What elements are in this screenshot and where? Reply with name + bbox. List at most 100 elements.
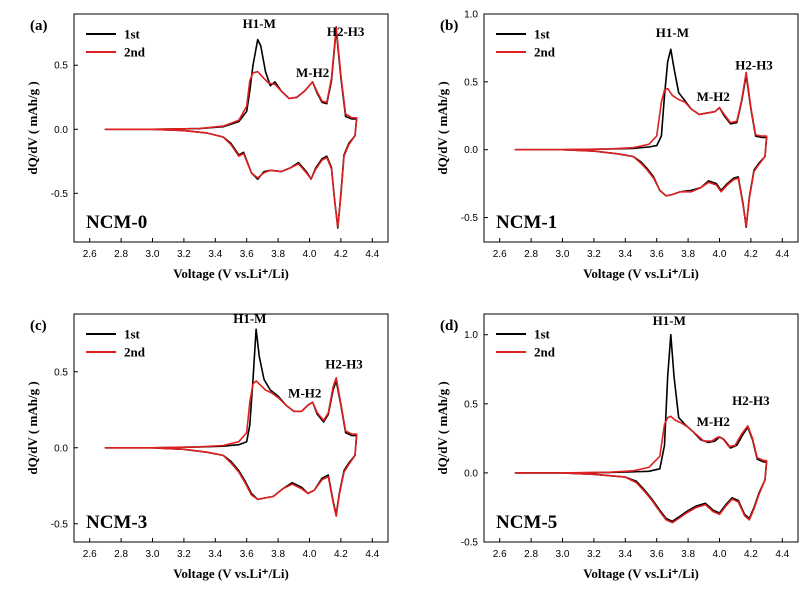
peak-annotation: M-H2 [697, 414, 730, 429]
x-tick-label: 4.2 [744, 549, 758, 560]
series-line-2nd [104, 26, 358, 228]
x-tick-label: 4.4 [365, 249, 379, 260]
x-tick-label: 4.0 [713, 249, 727, 260]
series-line-2nd [104, 377, 358, 517]
y-tick-label: -0.5 [51, 519, 69, 530]
legend-label: 1st [534, 27, 551, 42]
sample-label: NCM-1 [496, 212, 557, 233]
panel-label: (a) [30, 18, 48, 34]
x-tick-label: 3.8 [271, 249, 285, 260]
y-axis-title: dQ/dV ( mAh/g ) [25, 81, 40, 174]
x-tick-label: 4.4 [775, 549, 789, 560]
peak-annotation: H2-H3 [732, 393, 770, 408]
peak-annotation: H1-M [233, 311, 266, 326]
x-tick-label: 3.4 [208, 549, 222, 560]
y-axis-title: dQ/dV ( mAh/g ) [435, 81, 450, 174]
x-tick-label: 3.4 [208, 249, 222, 260]
peak-annotation: M-H2 [296, 65, 329, 80]
y-tick-label: 0.0 [464, 468, 478, 479]
y-tick-label: 0.0 [54, 443, 68, 454]
y-tick-label: 0.0 [464, 145, 478, 156]
x-tick-label: 3.6 [650, 549, 664, 560]
x-tick-label: 4.0 [303, 549, 317, 560]
legend-label: 2nd [534, 345, 556, 360]
y-tick-label: 1.0 [464, 10, 478, 21]
y-axis-title: dQ/dV ( mAh/g ) [25, 381, 40, 474]
legend-label: 1st [124, 27, 141, 42]
x-tick-label: 2.8 [524, 549, 538, 560]
x-tick-label: 2.6 [493, 549, 507, 560]
legend-label: 1st [124, 327, 141, 342]
sample-label: NCM-0 [86, 212, 147, 233]
x-tick-label: 2.6 [493, 249, 507, 260]
x-tick-label: 4.0 [713, 549, 727, 560]
legend-label: 2nd [124, 345, 146, 360]
x-tick-label: 3.6 [650, 249, 664, 260]
y-tick-label: -0.5 [461, 213, 479, 224]
peak-annotation: H2-H3 [735, 58, 773, 73]
peak-annotation: H1-M [656, 25, 689, 40]
peak-annotation: M-H2 [288, 386, 321, 401]
x-tick-label: 4.4 [365, 549, 379, 560]
x-tick-label: 4.0 [303, 249, 317, 260]
x-tick-label: 2.8 [114, 249, 128, 260]
y-axis-title: dQ/dV ( mAh/g ) [435, 381, 450, 474]
x-tick-label: 2.6 [83, 549, 97, 560]
chart-panel-4: 2.6 2.8 3.0 3.2 3.4 3.6 3.8 4.0 4.2 4.4 -0.5 0.0 0.5… [435, 313, 799, 581]
peak-annotation: M-H2 [697, 89, 730, 104]
series-line-1st [514, 48, 768, 228]
x-tick-label: 4.2 [334, 249, 348, 260]
x-tick-label: 4.2 [744, 249, 758, 260]
chart-panel-3: 2.6 2.8 3.0 3.2 3.4 3.6 3.8 4.0 4.2 4.4 -0.5 0.0 0.5… [25, 311, 389, 581]
y-tick-label: 0.5 [464, 399, 478, 410]
x-tick-label: 3.4 [618, 549, 632, 560]
x-tick-label: 3.2 [177, 549, 191, 560]
series-line-2nd [514, 71, 768, 227]
chart-panel-2: 2.6 2.8 3.0 3.2 3.4 3.6 3.8 4.0 4.2 4.4 -0.5 0.0 0.5… [435, 10, 799, 281]
legend-label: 2nd [124, 45, 146, 60]
y-tick-label: 0.0 [54, 125, 68, 136]
x-axis-title: Voltage (V vs.Li⁺/Li) [173, 566, 289, 581]
legend-label: 2nd [534, 45, 556, 60]
peak-annotation: H2-H3 [327, 24, 365, 39]
x-tick-label: 3.2 [587, 249, 601, 260]
x-tick-label: 3.8 [681, 249, 695, 260]
peak-annotation: H1-M [243, 16, 276, 31]
x-tick-label: 3.0 [556, 249, 570, 260]
y-tick-label: -0.5 [461, 538, 479, 549]
x-tick-label: 3.6 [240, 549, 254, 560]
x-tick-label: 4.2 [334, 549, 348, 560]
x-tick-label: 3.0 [146, 249, 160, 260]
panel-label: (d) [440, 318, 458, 334]
y-tick-label: 0.5 [54, 61, 68, 72]
plot-frame [73, 313, 389, 543]
x-tick-label: 3.0 [556, 549, 570, 560]
x-axis-title: Voltage (V vs.Li⁺/Li) [173, 266, 289, 281]
x-tick-label: 3.2 [177, 249, 191, 260]
x-tick-label: 3.0 [146, 549, 160, 560]
y-tick-label: -0.5 [51, 189, 69, 200]
sample-label: NCM-3 [86, 512, 147, 533]
plot-frame [73, 13, 389, 243]
peak-annotation: H1-M [653, 313, 686, 328]
series-line-1st [514, 333, 768, 523]
x-axis-title: Voltage (V vs.Li⁺/Li) [583, 266, 699, 281]
x-tick-label: 3.8 [681, 549, 695, 560]
legend-label: 1st [534, 327, 551, 342]
x-tick-label: 2.8 [524, 249, 538, 260]
y-tick-label: 1.0 [464, 330, 478, 341]
y-tick-label: 0.5 [54, 367, 68, 378]
sample-label: NCM-5 [496, 512, 557, 533]
x-tick-label: 3.6 [240, 249, 254, 260]
x-tick-label: 3.4 [618, 249, 632, 260]
plot-frame [483, 13, 799, 243]
peak-annotation: H2-H3 [325, 357, 363, 372]
panel-label: (b) [440, 18, 458, 34]
x-tick-label: 3.8 [271, 549, 285, 560]
x-tick-label: 4.4 [775, 249, 789, 260]
